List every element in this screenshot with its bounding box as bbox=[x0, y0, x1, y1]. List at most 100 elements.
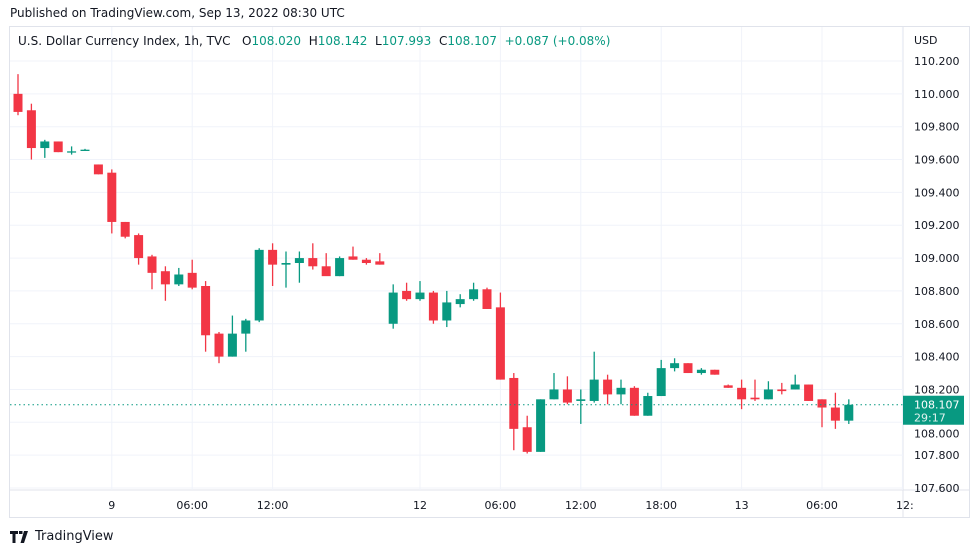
candle bbox=[214, 331, 224, 364]
candle-body bbox=[683, 363, 693, 374]
candle-body bbox=[509, 377, 519, 429]
candle-body bbox=[442, 302, 452, 321]
price-tick-label: 109.600 bbox=[914, 154, 960, 167]
candle bbox=[804, 384, 814, 401]
candle bbox=[53, 141, 63, 153]
candle-body bbox=[93, 164, 103, 175]
brand-name: TradingView bbox=[35, 529, 114, 544]
candle-body bbox=[281, 263, 291, 265]
candle bbox=[844, 399, 854, 424]
candle-body bbox=[750, 397, 760, 400]
candle bbox=[67, 146, 77, 155]
candle-body bbox=[308, 258, 318, 267]
low-label: L bbox=[375, 34, 382, 48]
candle bbox=[294, 251, 304, 283]
candle bbox=[777, 382, 787, 395]
candle-body bbox=[214, 333, 224, 357]
candle-body bbox=[107, 172, 117, 222]
candle bbox=[495, 292, 505, 380]
candle bbox=[134, 233, 144, 265]
candle bbox=[388, 284, 398, 329]
price-tick-label: 109.000 bbox=[914, 252, 960, 265]
brand[interactable]: TradingView bbox=[10, 529, 114, 544]
time-tick-label: 12:00 bbox=[257, 499, 289, 512]
candle bbox=[603, 374, 613, 405]
candle bbox=[522, 415, 532, 454]
candle-body bbox=[790, 384, 800, 390]
candle-body bbox=[335, 258, 345, 277]
candle-body bbox=[388, 292, 398, 324]
candle-body bbox=[670, 363, 680, 369]
price-tick-label: 108.600 bbox=[914, 318, 960, 331]
open-label: O bbox=[241, 34, 252, 48]
tradingview-logo-icon bbox=[10, 530, 28, 543]
candle bbox=[455, 294, 465, 308]
candle bbox=[201, 281, 211, 352]
candle bbox=[549, 373, 559, 400]
candle-body bbox=[589, 379, 599, 401]
candle bbox=[629, 386, 639, 416]
candle bbox=[402, 282, 412, 301]
candle-body bbox=[482, 289, 492, 309]
candle-body bbox=[402, 290, 412, 300]
candle bbox=[268, 243, 278, 286]
candle-body bbox=[830, 407, 840, 421]
candle-body bbox=[375, 261, 385, 265]
candle bbox=[576, 389, 586, 424]
candle bbox=[227, 315, 237, 357]
candle-body bbox=[348, 256, 358, 260]
candle-body bbox=[13, 93, 23, 112]
candle-body bbox=[147, 256, 157, 273]
candle-body bbox=[80, 149, 90, 151]
price-tick-label: 107.800 bbox=[914, 449, 960, 462]
candle-body bbox=[26, 110, 36, 149]
candle bbox=[120, 221, 130, 239]
candle bbox=[80, 148, 90, 151]
candle bbox=[335, 256, 345, 277]
high-value: 108.142 bbox=[317, 34, 368, 48]
candle-body bbox=[40, 141, 50, 149]
candle-body bbox=[710, 369, 720, 375]
candle bbox=[241, 318, 251, 352]
candle-body bbox=[361, 259, 371, 264]
candle-body bbox=[737, 387, 747, 400]
candle bbox=[737, 379, 747, 410]
bar-countdown: 29:17 bbox=[914, 412, 946, 425]
candle bbox=[723, 384, 733, 388]
price-tick-label: 109.200 bbox=[914, 219, 960, 232]
candle-body bbox=[495, 307, 505, 380]
candle bbox=[361, 258, 371, 265]
candle bbox=[174, 267, 184, 286]
candle-body bbox=[723, 385, 733, 388]
candle bbox=[107, 169, 117, 234]
candle-body bbox=[321, 266, 331, 277]
candle-body bbox=[268, 249, 278, 265]
last-price-value: 108.107 bbox=[914, 399, 960, 412]
candle bbox=[643, 392, 653, 416]
time-tick-label: 12 bbox=[413, 499, 427, 512]
candle-body bbox=[134, 235, 144, 259]
published-caption: Published on TradingView.com, Sep 13, 20… bbox=[10, 6, 345, 20]
candle-body bbox=[629, 387, 639, 416]
candle bbox=[509, 373, 519, 451]
candle bbox=[589, 351, 599, 403]
candle bbox=[482, 287, 492, 309]
candle-body bbox=[120, 221, 130, 237]
candle-body bbox=[536, 399, 546, 452]
candle-body bbox=[817, 399, 827, 408]
price-tick-label: 110.200 bbox=[914, 55, 960, 68]
candle-body bbox=[844, 404, 854, 421]
ohlc-legend: U.S. Dollar Currency Index, 1h, TVC O108… bbox=[18, 34, 610, 48]
time-tick-label: 06:00 bbox=[806, 499, 838, 512]
high-label: H bbox=[308, 34, 318, 48]
candle-body bbox=[656, 368, 666, 397]
candle-body bbox=[187, 272, 197, 288]
close-label: C bbox=[438, 34, 448, 48]
candle-body bbox=[562, 389, 572, 403]
close-value: 108.107 bbox=[447, 34, 497, 48]
candle-body bbox=[415, 292, 425, 300]
grid bbox=[10, 27, 970, 518]
candle bbox=[817, 399, 827, 428]
candle bbox=[348, 246, 358, 260]
